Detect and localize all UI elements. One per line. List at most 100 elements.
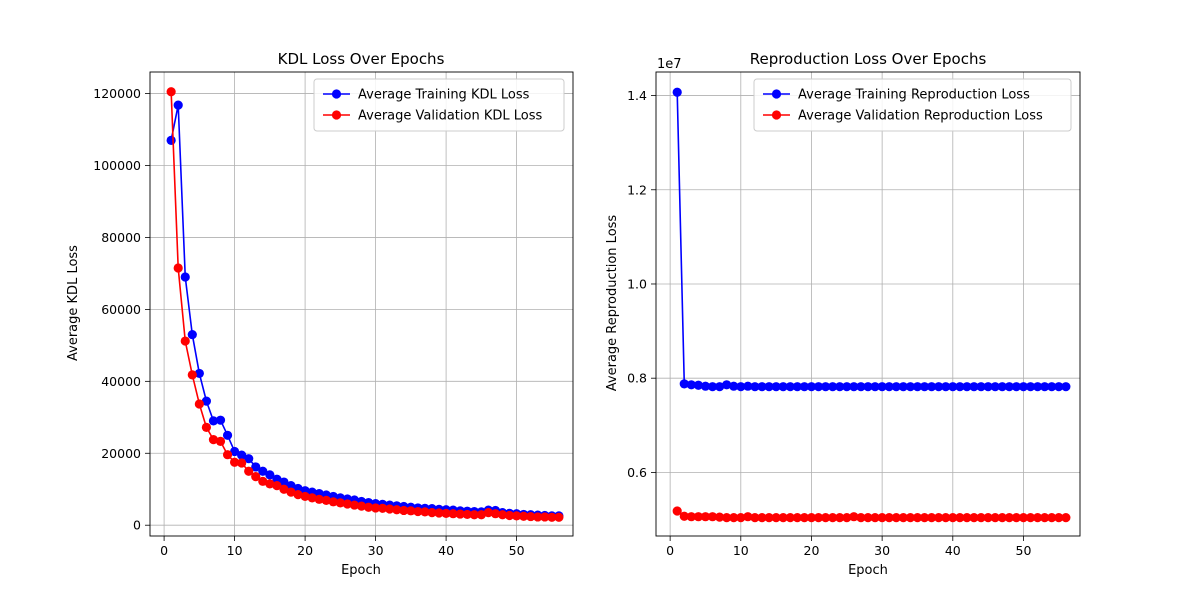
series-0 — [672, 87, 1071, 392]
plot-frame — [149, 71, 574, 537]
data-point — [279, 477, 289, 487]
data-point — [729, 381, 739, 391]
data-point — [1040, 513, 1050, 523]
data-point — [764, 513, 774, 523]
x-tick-label: 50 — [1016, 543, 1032, 558]
x-tick-label: 10 — [227, 543, 243, 558]
data-point — [771, 513, 781, 523]
legend-marker — [331, 89, 342, 99]
data-point — [237, 450, 247, 460]
data-point — [314, 494, 324, 504]
data-point — [1061, 382, 1071, 392]
y-tick-label: 120000 — [93, 86, 141, 101]
data-point — [208, 435, 219, 445]
data-point — [743, 512, 753, 522]
data-point — [265, 479, 275, 489]
data-point — [757, 382, 767, 392]
data-point — [1025, 382, 1036, 392]
data-point — [286, 487, 296, 497]
data-point — [905, 513, 916, 523]
data-point — [919, 382, 930, 392]
data-point — [349, 500, 360, 510]
reproduction-chart-offset-label: 1e7 — [657, 57, 682, 72]
legend: Average Training Reproduction Loss Averag… — [753, 78, 1072, 132]
y-tick-label: 0.8 — [627, 371, 647, 386]
reproduction-chart-title: Reproduction Loss Over Epochs — [750, 50, 987, 68]
data-point — [891, 513, 901, 523]
x-tick-label: 30 — [874, 543, 890, 558]
data-point — [700, 381, 711, 391]
data-point — [554, 512, 564, 522]
data-point — [764, 382, 774, 392]
data-point — [729, 513, 739, 523]
kdl-loss-chart: KDL Loss Over Epochs Epoch Average KDL L… — [66, 50, 574, 578]
data-point — [707, 382, 718, 392]
data-point — [180, 272, 190, 282]
reproduction-loss-chart: Reproduction Loss Over Epochs 1e7 Epoch … — [605, 50, 1081, 578]
data-point — [1061, 513, 1071, 523]
data-point — [927, 382, 937, 392]
x-tick-label: 40 — [438, 543, 454, 558]
data-point — [884, 382, 894, 392]
kdl-chart-title: KDL Loss Over Epochs — [278, 50, 445, 68]
data-point — [328, 497, 338, 507]
data-point — [870, 382, 880, 392]
data-point — [813, 513, 824, 523]
data-point — [743, 381, 753, 391]
data-point — [905, 382, 916, 392]
data-point — [828, 513, 838, 523]
data-point — [821, 382, 831, 392]
data-point — [286, 481, 296, 491]
data-point — [533, 512, 543, 522]
data-point — [504, 510, 515, 521]
legend-label: Average Training KDL Loss — [358, 88, 530, 103]
axis-ticks: 0 10 20 30 40 50 0 20000 40000 60000 80000 100000 12… — [93, 86, 524, 558]
y-tick-label: 40000 — [101, 374, 141, 389]
data-point — [244, 454, 254, 464]
data-point — [251, 462, 261, 472]
data-point — [919, 513, 930, 523]
data-point — [371, 503, 381, 513]
data-point — [799, 382, 810, 392]
data-point — [476, 510, 486, 520]
data-point — [891, 382, 901, 392]
data-point — [672, 87, 682, 97]
data-point — [898, 513, 908, 523]
data-point — [251, 472, 261, 482]
data-point — [842, 382, 852, 392]
data-point — [948, 513, 958, 523]
data-point — [849, 382, 859, 392]
data-point — [406, 506, 416, 516]
legend-marker — [331, 110, 342, 120]
data-point — [679, 511, 689, 521]
data-point — [455, 509, 465, 519]
data-point — [785, 513, 795, 523]
data-point — [813, 382, 824, 392]
data-point — [983, 513, 993, 523]
y-tick-label: 1.0 — [627, 276, 647, 291]
data-point — [934, 382, 944, 392]
data-point — [835, 513, 845, 523]
data-point — [1040, 382, 1050, 392]
data-point — [1033, 513, 1043, 523]
data-point — [469, 510, 479, 520]
data-point — [962, 513, 972, 523]
data-point — [983, 382, 993, 392]
data-point — [912, 382, 923, 392]
data-point — [792, 382, 802, 392]
data-point — [1054, 382, 1064, 392]
legend-label: Average Validation Reproduction Loss — [798, 109, 1043, 124]
data-point — [722, 380, 732, 390]
data-point — [215, 436, 226, 446]
data-point — [736, 382, 746, 392]
data-point — [441, 508, 451, 518]
x-tick-label: 10 — [733, 543, 749, 558]
data-point — [693, 380, 704, 390]
data-point — [1033, 382, 1043, 392]
data-point — [757, 513, 767, 523]
legend-box — [753, 78, 1072, 132]
data-point — [877, 513, 887, 523]
data-point — [1018, 513, 1029, 523]
data-point — [448, 509, 458, 519]
